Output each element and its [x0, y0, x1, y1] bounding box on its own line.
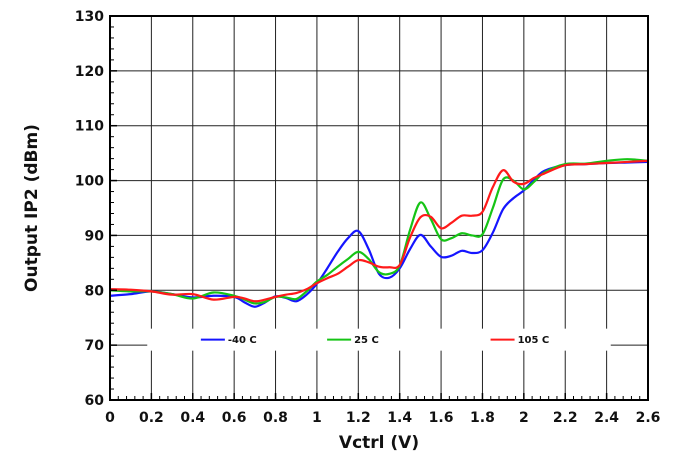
- x-tick-label: 0.8: [263, 410, 288, 426]
- y-tick-label: 80: [85, 283, 105, 299]
- y-tick-label: 60: [85, 393, 105, 409]
- x-tick-label: 2: [519, 410, 529, 426]
- y-tick-label: 90: [85, 228, 105, 244]
- y-tick-label: 120: [75, 64, 104, 80]
- legend: -40 C 25 C 105 C: [147, 328, 611, 351]
- y-tick-labels: 60 70 80 90 100 110 120 130: [75, 9, 104, 409]
- y-tick-label: 110: [75, 119, 104, 135]
- x-tick-label: 0.4: [180, 410, 205, 426]
- y-tick-label: 70: [85, 338, 105, 354]
- x-tick-label: 2.2: [553, 410, 578, 426]
- y-tick-label: 130: [75, 9, 104, 25]
- y-tick-label: 100: [75, 174, 104, 190]
- x-tick-label: 0.2: [139, 410, 164, 426]
- plot-frame: [109, 15, 649, 401]
- x-tick-labels: 0 0.2 0.4 0.6 0.8 1 1.2 1.4 1.6 1.8 2 2.2 2.4 2.6: [105, 410, 660, 426]
- x-tick-label: 0.6: [222, 410, 247, 426]
- legend-box: [147, 328, 611, 351]
- x-tick-label: 1: [312, 410, 322, 426]
- x-tick-label: 0: [105, 410, 115, 426]
- axis-ticks: [109, 15, 649, 401]
- series-lines: [109, 158, 649, 308]
- legend-label: 105 C: [518, 335, 550, 346]
- x-tick-label: 1.6: [429, 410, 454, 426]
- x-tick-label: 1.4: [387, 410, 412, 426]
- x-tick-label: 1.8: [470, 410, 495, 426]
- x-tick-label: 1.2: [346, 410, 371, 426]
- x-axis-title: Vctrl (V): [339, 433, 419, 453]
- x-tick-label: 2.6: [636, 410, 661, 426]
- x-tick-label: 2.4: [594, 410, 619, 426]
- legend-label: 25 C: [354, 335, 379, 346]
- legend-label: -40 C: [228, 335, 257, 346]
- series-line-2: [109, 159, 649, 303]
- y-axis-title: Output IP2 (dBm): [22, 124, 42, 292]
